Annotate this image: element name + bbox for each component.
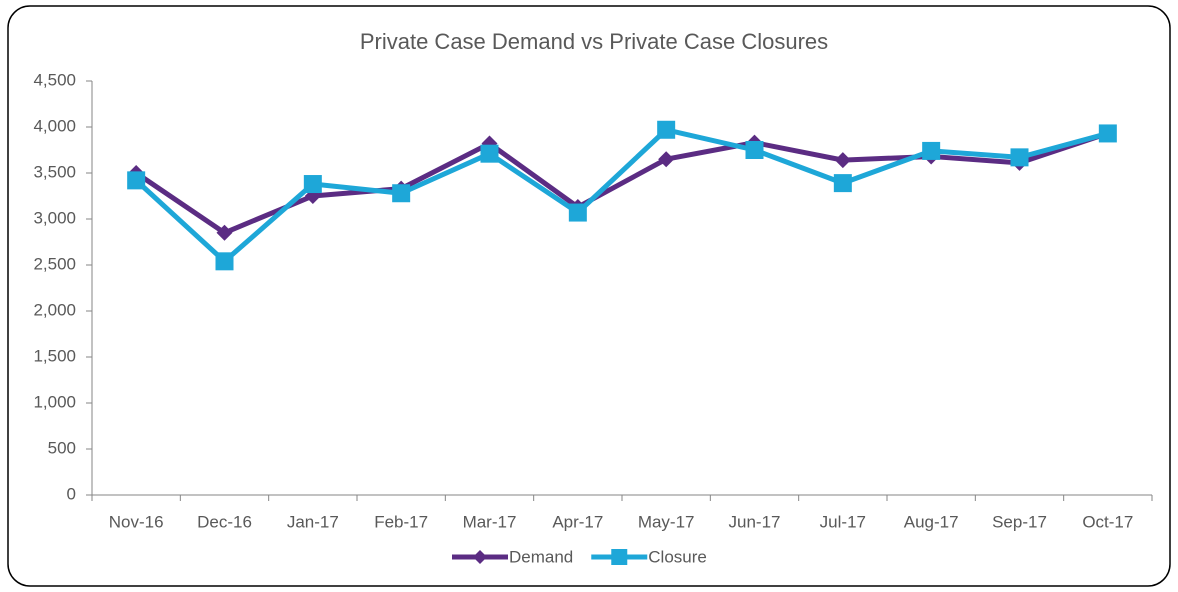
marker (745, 141, 764, 159)
y-tick-label: 1,500 (33, 346, 76, 365)
marker (922, 141, 941, 160)
marker (658, 151, 675, 168)
x-tick-label: Jun-17 (729, 512, 781, 531)
marker (657, 120, 676, 139)
y-tick-label: 500 (48, 438, 76, 457)
marker (833, 174, 852, 193)
marker (473, 550, 487, 564)
y-tick-label: 2,000 (33, 300, 76, 319)
marker (303, 175, 322, 194)
y-tick-label: 3,500 (33, 162, 76, 181)
marker (215, 252, 234, 271)
marker (568, 203, 587, 222)
x-tick-label: Dec-16 (197, 512, 252, 531)
x-tick-label: Sep-17 (992, 512, 1047, 531)
y-tick-label: 0 (67, 484, 76, 503)
x-tick-label: Nov-16 (109, 512, 164, 531)
x-tick-label: Aug-17 (904, 512, 959, 531)
marker (834, 152, 851, 169)
chart-border (7, 5, 1171, 587)
y-tick-label: 4,500 (33, 70, 76, 89)
legend-label: Closure (648, 547, 707, 566)
marker (480, 144, 499, 163)
x-tick-label: Jul-17 (820, 512, 866, 531)
x-tick-label: Apr-17 (552, 512, 603, 531)
x-tick-label: Feb-17 (374, 512, 428, 531)
x-tick-label: May-17 (638, 512, 695, 531)
x-tick-label: Mar-17 (463, 512, 517, 531)
y-tick-label: 4,000 (33, 116, 76, 135)
marker (127, 171, 146, 190)
chart-title: Private Case Demand vs Private Case Clos… (360, 29, 828, 54)
marker (1098, 124, 1117, 143)
line (134, 127, 1109, 264)
x-tick-label: Jan-17 (287, 512, 339, 531)
y-tick-label: 1,000 (33, 392, 76, 411)
line (134, 131, 1109, 236)
x-tick-label: Oct-17 (1082, 512, 1133, 531)
marker (611, 549, 628, 565)
marker (1010, 148, 1029, 167)
y-tick-label: 3,000 (33, 208, 76, 227)
marker (216, 224, 233, 241)
legend-label: Demand (509, 547, 573, 566)
y-tick-label: 2,500 (33, 254, 76, 273)
marker (392, 184, 411, 203)
